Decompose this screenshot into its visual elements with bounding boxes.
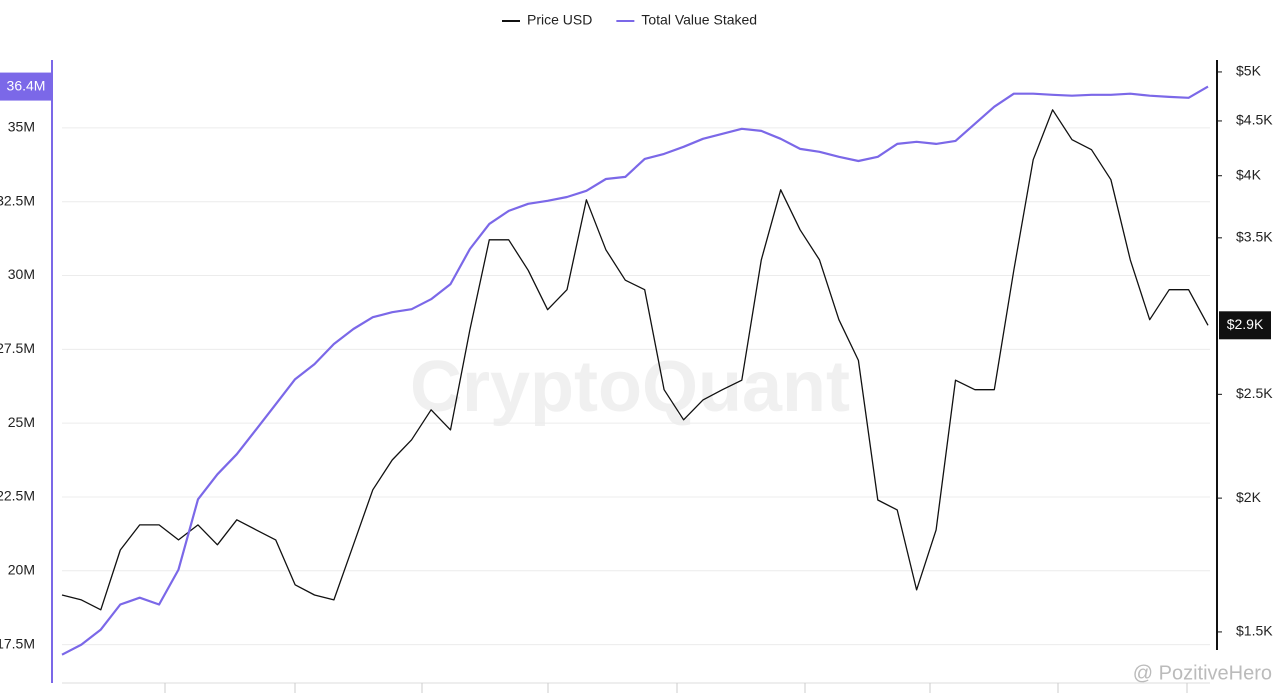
x-ticks [164,683,1188,693]
y2-tick-label: $2.5K [1236,385,1273,401]
current-value-box [0,72,52,101]
watermark: CryptoQuant [410,347,850,427]
y2-tick-label: $3.5K [1236,229,1273,245]
y-tick-label: 27.5M [0,340,35,356]
current-value-label: 36.4M [7,77,46,93]
legend-label: Total Value Staked [641,12,757,28]
y2-tick-label: $5K [1236,63,1262,79]
y-tick-label: 20M [8,562,35,578]
current-value-box [1219,311,1271,340]
y2-tick-label: $4.5K [1236,112,1273,128]
y2-tick-label: $1.5K [1236,623,1273,639]
series-line [61,85,1209,656]
legend-label: Price USD [527,12,592,28]
y-tick-label: 17.5M [0,635,35,651]
y-tick-label: 22.5M [0,488,35,504]
series-line [61,109,1209,611]
y2-tick-label: $2K [1236,489,1262,505]
current-value-marker: 36.4M [0,72,52,101]
y-tick-label: 30M [8,266,35,282]
current-value-label: $2.9K [1227,316,1264,332]
y-tick-label: 32.5M [0,192,35,208]
y-tick-label: 25M [8,414,35,430]
y2-tick-label: $4K [1236,166,1262,182]
credit: @ PozitiveHero [1133,662,1272,684]
y-tick-label: 35M [8,119,35,135]
current-value-marker: $2.9K [1219,311,1271,340]
